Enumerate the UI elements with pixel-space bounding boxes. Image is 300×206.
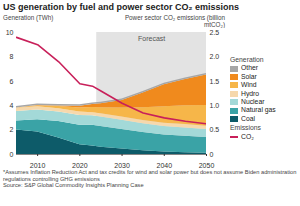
svg-text:6: 6 (10, 78, 14, 85)
html-text:Wind: Wind (241, 81, 257, 89)
svg-text:2040: 2040 (156, 162, 172, 168)
svg-text:8: 8 (10, 53, 14, 60)
svg-text:0: 0 (210, 151, 214, 158)
svg-text:2: 2 (10, 126, 14, 133)
svg-text:2050: 2050 (199, 162, 215, 168)
html-text:CO₂: CO₂ (241, 132, 254, 140)
html-text:Hydro: Hydro (241, 89, 260, 97)
svg-text:2020: 2020 (72, 162, 88, 168)
html-text:Generation: Generation (230, 56, 264, 63)
html-text:Other: Other (241, 64, 258, 72)
svg-text:1.0: 1.0 (210, 102, 220, 109)
html-text:Source: S&P Global Commodity I: Source: S&P Global Commodity Insights Pl… (3, 182, 144, 189)
html-text:Power sector CO₂ emissions (bi: Power sector CO₂ emissions (billion mtCO… (124, 14, 225, 28)
html-text:Natural gas: Natural gas (241, 106, 276, 114)
html-text:Nuclear: Nuclear (241, 98, 265, 105)
svg-text:1.5: 1.5 (210, 78, 220, 85)
svg-text:2010: 2010 (30, 162, 46, 168)
svg-text:2030: 2030 (114, 162, 130, 168)
html-text:Coal: Coal (241, 114, 255, 122)
html-text:US generation by fuel and powe: US generation by fuel and power sector C… (3, 2, 240, 12)
svg-text:Forecast: Forecast (138, 35, 165, 42)
svg-text:0: 0 (10, 151, 14, 158)
svg-text:10: 10 (6, 29, 14, 36)
svg-text:4: 4 (10, 102, 14, 109)
html-text:Generation (TWh): Generation (TWh) (3, 14, 54, 21)
html-text:Emissions: Emissions (230, 124, 261, 132)
html-text:Solar: Solar (241, 72, 257, 80)
svg-text:2.5: 2.5 (210, 29, 220, 36)
svg-text:2.0: 2.0 (210, 53, 220, 60)
html-text:*Assumes Inflation Reduction A: *Assumes Inflation Reduction Act and tax… (3, 169, 297, 182)
svg-text:0.5: 0.5 (210, 126, 220, 133)
